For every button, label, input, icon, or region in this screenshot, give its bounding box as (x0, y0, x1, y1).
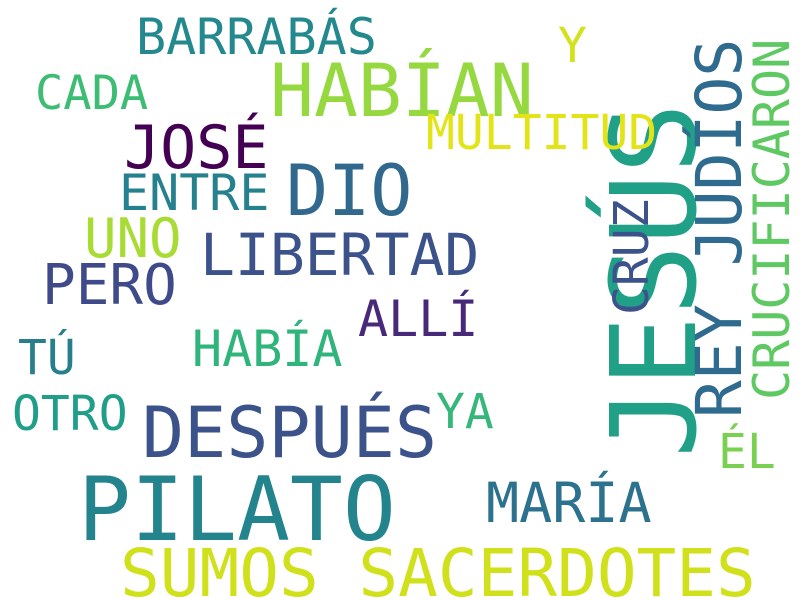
word-barrabas: BARRABÁS (136, 8, 377, 66)
word-rey-judios: REY JUDÍOS (683, 38, 756, 418)
word-despues: DESPUÉS (142, 392, 438, 474)
word-multitud: MULTITUD (426, 105, 658, 161)
word-pero: PERO (42, 253, 177, 318)
word-y: Y (558, 18, 587, 74)
word-el: ÉL (718, 424, 776, 480)
word-cruz: CRUZ (604, 199, 660, 315)
word-dio: DIO (286, 150, 413, 232)
word-habian: HABÍAN (270, 49, 534, 134)
word-maria: MARÍA (486, 471, 652, 535)
word-tu: TÚ (18, 330, 76, 386)
word-uno: UNO (84, 207, 182, 270)
word-cada: CADA (35, 66, 149, 121)
word-ya: YA (436, 384, 494, 440)
word-habia: HABÍA (192, 320, 343, 378)
word-jose: JOSÉ (124, 113, 269, 183)
word-entre: ENTRE (119, 164, 270, 222)
word-alli: ALLÍ (358, 290, 479, 348)
word-crucificaron: CRUCIFICARON (743, 38, 800, 400)
word-otro: OTRO (12, 386, 128, 442)
word-sumos-sacerdotes: SUMOS SACERDOTES (120, 535, 756, 600)
word-libertad: LIBERTAD (200, 221, 480, 289)
word-pilato: PILATO (78, 458, 396, 561)
